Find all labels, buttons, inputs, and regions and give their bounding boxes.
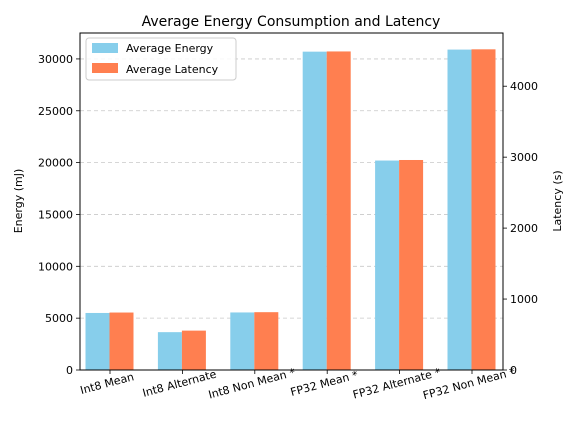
legend-label-latency: Average Latency <box>126 63 219 76</box>
bar-energy <box>85 312 110 370</box>
right-tick-label: 3000 <box>510 151 538 164</box>
right-tick-label: 1000 <box>510 293 538 306</box>
bar-latency <box>399 159 424 370</box>
right-tick-label: 4000 <box>510 80 538 93</box>
right-axis: 0 1000 2000 3000 4000 <box>503 80 538 377</box>
left-axis: 0 5000 10000 15000 20000 25000 30000 <box>38 53 80 377</box>
x-tick-label: Int8 Alternate <box>141 367 218 399</box>
bars <box>85 49 496 371</box>
left-tick-label: 10000 <box>38 260 73 273</box>
y-axis-label-right: Latency (s) <box>551 170 564 231</box>
legend-label-energy: Average Energy <box>126 42 214 55</box>
chart-title: Average Energy Consumption and Latency <box>142 14 441 30</box>
bar-latency <box>109 312 134 370</box>
legend: Average Energy Average Latency <box>85 37 237 81</box>
right-tick-label: 2000 <box>510 222 538 235</box>
grid-lines <box>80 58 503 319</box>
bar-energy <box>447 49 472 371</box>
left-tick-label: 30000 <box>38 53 73 66</box>
bar-latency <box>326 51 351 370</box>
bar-energy <box>302 51 327 371</box>
left-tick-label: 5000 <box>45 312 73 325</box>
legend-frame <box>85 37 237 81</box>
bar-energy <box>375 160 400 370</box>
plot-frame <box>79 32 504 371</box>
left-tick-label: 20000 <box>38 157 73 170</box>
bar-energy <box>230 312 255 370</box>
right-tick-label: 0 <box>510 364 517 377</box>
y-axis-label-left: Energy (mJ) <box>12 169 25 234</box>
left-tick-label: 15000 <box>38 208 73 221</box>
bar-latency <box>181 330 206 370</box>
legend-swatch-latency <box>92 63 118 73</box>
bar-latency <box>471 49 496 370</box>
x-tick-label: Int8 Mean <box>79 370 136 397</box>
x-tick-label: Int8 Non Mean * <box>207 366 297 402</box>
legend-swatch-energy <box>92 43 118 53</box>
bar-latency <box>254 312 279 370</box>
bar-energy <box>157 332 182 370</box>
left-tick-label: 0 <box>66 364 73 377</box>
x-tick-label: FP32 Mean * <box>289 368 360 399</box>
left-tick-label: 25000 <box>38 105 73 118</box>
